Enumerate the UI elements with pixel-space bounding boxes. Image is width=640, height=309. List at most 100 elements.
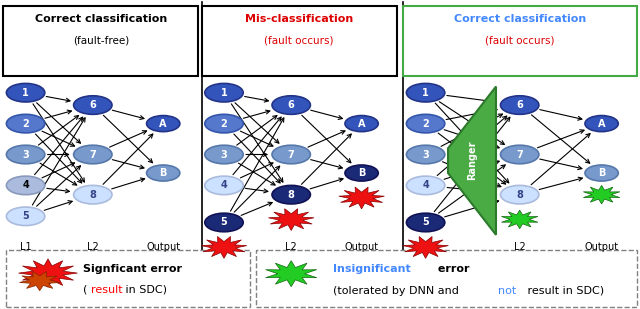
Circle shape (147, 116, 180, 132)
Text: Ranger: Ranger (467, 141, 477, 180)
Circle shape (406, 176, 445, 195)
Circle shape (6, 145, 45, 164)
Text: 1: 1 (422, 88, 429, 98)
Text: A: A (598, 119, 605, 129)
Text: 2: 2 (221, 119, 227, 129)
Text: in SDC): in SDC) (122, 285, 166, 295)
Text: 1: 1 (22, 88, 29, 98)
Text: 8: 8 (90, 190, 96, 200)
Circle shape (406, 83, 445, 102)
Text: 7: 7 (288, 150, 294, 159)
Text: Mis-classification: Mis-classification (245, 14, 353, 24)
Text: B: B (358, 168, 365, 178)
Polygon shape (448, 87, 496, 235)
Text: 6: 6 (288, 100, 294, 110)
Polygon shape (266, 261, 317, 287)
Text: 5: 5 (221, 218, 227, 227)
Text: 7: 7 (516, 150, 523, 159)
Text: Correct classification: Correct classification (454, 14, 586, 24)
Text: Signficant error: Signficant error (83, 264, 182, 274)
Text: 6: 6 (516, 100, 523, 110)
Text: Output: Output (344, 242, 379, 252)
FancyBboxPatch shape (3, 6, 198, 76)
Text: 8: 8 (516, 190, 523, 200)
FancyBboxPatch shape (202, 6, 397, 76)
Circle shape (585, 165, 618, 181)
Polygon shape (19, 259, 77, 287)
Text: A: A (159, 119, 167, 129)
Polygon shape (339, 187, 385, 209)
Text: (tolerated by DNN and: (tolerated by DNN and (333, 286, 462, 296)
Circle shape (205, 83, 243, 102)
Text: L1: L1 (420, 242, 431, 252)
Text: (fault-free): (fault-free) (73, 36, 129, 45)
Circle shape (6, 176, 45, 195)
Circle shape (272, 185, 310, 204)
Circle shape (345, 165, 378, 181)
Text: error: error (434, 264, 469, 274)
Circle shape (205, 114, 243, 133)
Circle shape (500, 145, 539, 164)
Text: L2: L2 (514, 242, 525, 252)
Polygon shape (268, 209, 314, 231)
Text: 3: 3 (422, 150, 429, 159)
Text: 8: 8 (288, 190, 294, 200)
Text: 5: 5 (22, 211, 29, 221)
FancyBboxPatch shape (403, 6, 637, 76)
Text: A: A (358, 119, 365, 129)
Text: (: ( (83, 285, 88, 295)
Circle shape (147, 165, 180, 181)
Text: 2: 2 (422, 119, 429, 129)
Circle shape (500, 185, 539, 204)
Text: 4: 4 (422, 180, 429, 190)
Text: Output: Output (584, 242, 619, 252)
Text: (fault occurs): (fault occurs) (485, 36, 555, 45)
Circle shape (74, 96, 112, 114)
Circle shape (272, 145, 310, 164)
Circle shape (500, 96, 539, 114)
Text: Insignificant: Insignificant (333, 264, 410, 274)
Circle shape (406, 145, 445, 164)
Circle shape (205, 176, 243, 195)
Circle shape (74, 145, 112, 164)
Text: B: B (159, 168, 167, 178)
Polygon shape (201, 236, 247, 258)
Circle shape (6, 83, 45, 102)
Text: (fault occurs): (fault occurs) (264, 36, 334, 45)
Text: 1: 1 (221, 88, 227, 98)
Text: 6: 6 (90, 100, 96, 110)
Polygon shape (583, 185, 620, 204)
Text: L1: L1 (218, 242, 230, 252)
Text: L1: L1 (20, 242, 31, 252)
Circle shape (272, 96, 310, 114)
Text: L2: L2 (87, 242, 99, 252)
Polygon shape (403, 236, 449, 258)
Text: 3: 3 (22, 150, 29, 159)
Text: result: result (91, 285, 122, 295)
Circle shape (74, 185, 112, 204)
Text: 4: 4 (221, 180, 227, 190)
Polygon shape (501, 210, 538, 229)
Text: Output: Output (146, 242, 180, 252)
Text: L2: L2 (285, 242, 297, 252)
Circle shape (406, 213, 445, 232)
Circle shape (406, 114, 445, 133)
Text: not: not (498, 286, 516, 296)
Circle shape (345, 116, 378, 132)
Circle shape (205, 145, 243, 164)
Circle shape (6, 207, 45, 226)
Text: 2: 2 (22, 119, 29, 129)
Text: result in SDC): result in SDC) (524, 286, 604, 296)
FancyBboxPatch shape (256, 250, 637, 307)
Text: Correct classification: Correct classification (35, 14, 167, 24)
Polygon shape (19, 272, 60, 291)
FancyBboxPatch shape (6, 250, 250, 307)
Text: 5: 5 (422, 218, 429, 227)
Circle shape (585, 116, 618, 132)
Circle shape (205, 213, 243, 232)
Text: 4: 4 (22, 180, 29, 190)
Text: 7: 7 (90, 150, 96, 159)
Text: B: B (598, 168, 605, 178)
Circle shape (6, 114, 45, 133)
Text: 3: 3 (221, 150, 227, 159)
